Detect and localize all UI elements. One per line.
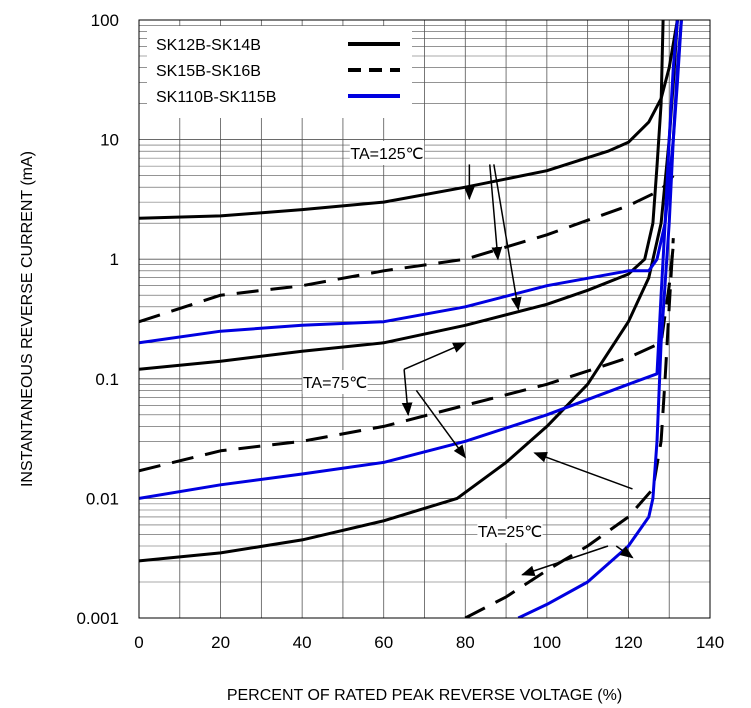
annotation-bg	[349, 141, 425, 165]
annotation-arrow	[615, 545, 634, 559]
series-line-sk15b-sk16b-75	[139, 245, 675, 473]
x-tick-label: 120	[614, 633, 642, 652]
y-tick-label: 0.01	[86, 489, 119, 508]
x-tick-label: 0	[134, 633, 143, 652]
series-line-sk110b-sk115b-75	[139, 20, 679, 500]
series-layer	[139, 20, 683, 618]
y-tick-label: 0.001	[76, 609, 119, 628]
x-tick-label: 80	[456, 633, 475, 652]
annotation-bg	[302, 370, 368, 394]
annotation-arrow	[415, 389, 467, 459]
annotations: TA=125℃ TA=75℃ TA=25℃	[302, 141, 634, 576]
series-line-sk12b-sk14b-75	[139, 20, 665, 371]
y-axis-title: INSTANTANEOUS REVERSE CURRENT (mA)	[19, 151, 36, 487]
legend-box	[147, 26, 412, 118]
y-tick-label: 10	[100, 131, 119, 150]
tick-labels: 0 20 40 60 80 100 120 140 0.001 0.01 0.1 1 10 100	[76, 11, 724, 652]
y-tick-label: 100	[91, 11, 119, 30]
series-line-sk15b-sk16b-25	[464, 238, 675, 618]
series-line-sk15b-sk16b-125	[139, 174, 675, 324]
series-line-sk110b-sk115b-25	[517, 20, 683, 618]
annotation-label: TA=25℃	[478, 524, 542, 541]
annotation-label: TA=75℃	[303, 375, 367, 392]
x-tick-label: 100	[533, 633, 561, 652]
annotation-label: TA=125℃	[350, 146, 423, 163]
annotation-arrow	[489, 164, 503, 261]
x-tick-label: 60	[374, 633, 393, 652]
y-tick-label: 0.1	[95, 370, 119, 389]
x-tick-label: 20	[211, 633, 230, 652]
annotation-arrow	[521, 545, 609, 576]
x-axis-title: PERCENT OF RATED PEAK REVERSE VOLTAGE (%…	[227, 687, 622, 704]
legend-label: SK12B-SK14B	[156, 37, 261, 54]
annotation-arrow	[493, 164, 522, 311]
annotation-bg	[477, 519, 543, 543]
x-tick-label: 140	[696, 633, 724, 652]
legend: SK12B-SK14B SK15B-SK16B SK110B-SK115B	[147, 26, 412, 118]
annotation-arrow	[401, 369, 413, 417]
x-tick-label: 40	[293, 633, 312, 652]
legend-label: SK110B-SK115B	[156, 89, 276, 106]
annotation-arrow	[533, 452, 633, 490]
plot-frame	[138, 19, 711, 619]
legend-label: SK15B-SK16B	[156, 63, 261, 80]
y-tick-label: 1	[110, 250, 119, 269]
annotation-arrow	[403, 342, 467, 371]
